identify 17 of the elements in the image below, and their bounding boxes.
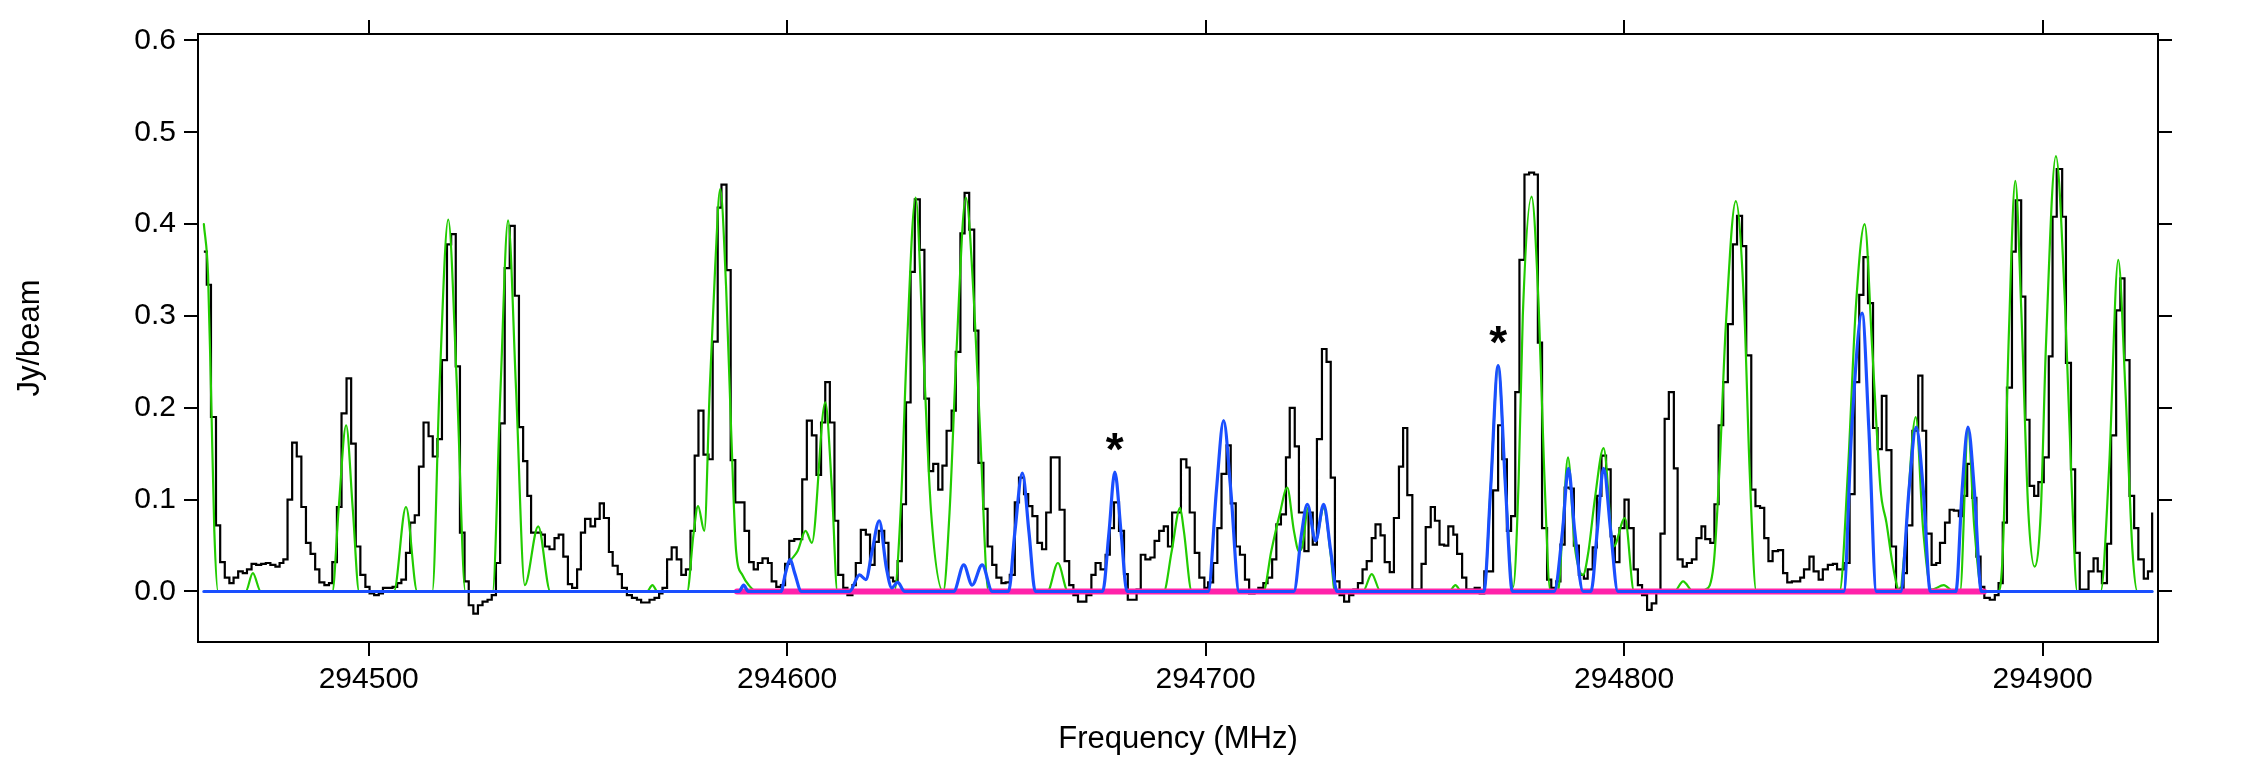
- line-series: [202, 311, 2154, 594]
- y-tick-label: 0.4: [134, 205, 176, 239]
- x-tick-label: 294800: [1574, 661, 1675, 695]
- y-tick-label: 0.0: [134, 572, 176, 606]
- y-tick-label: 0.6: [134, 21, 176, 55]
- y-tick-label: 0.2: [134, 389, 176, 423]
- annotation: *: [1105, 422, 1124, 475]
- y-tick-label: 0.5: [134, 113, 176, 147]
- y-tick-label: 0.1: [134, 480, 176, 514]
- x-tick-label: 294500: [318, 661, 419, 695]
- x-tick-label: 294900: [1992, 661, 2093, 695]
- y-tick-label: 0.3: [134, 297, 176, 331]
- x-tick-label: 294600: [737, 661, 838, 695]
- x-axis-title: Frequency (MHz): [1058, 719, 1298, 755]
- y-axis-title: Jy/beam: [11, 279, 47, 397]
- annotation: *: [1489, 316, 1508, 369]
- x-tick-label: 294700: [1155, 661, 1256, 695]
